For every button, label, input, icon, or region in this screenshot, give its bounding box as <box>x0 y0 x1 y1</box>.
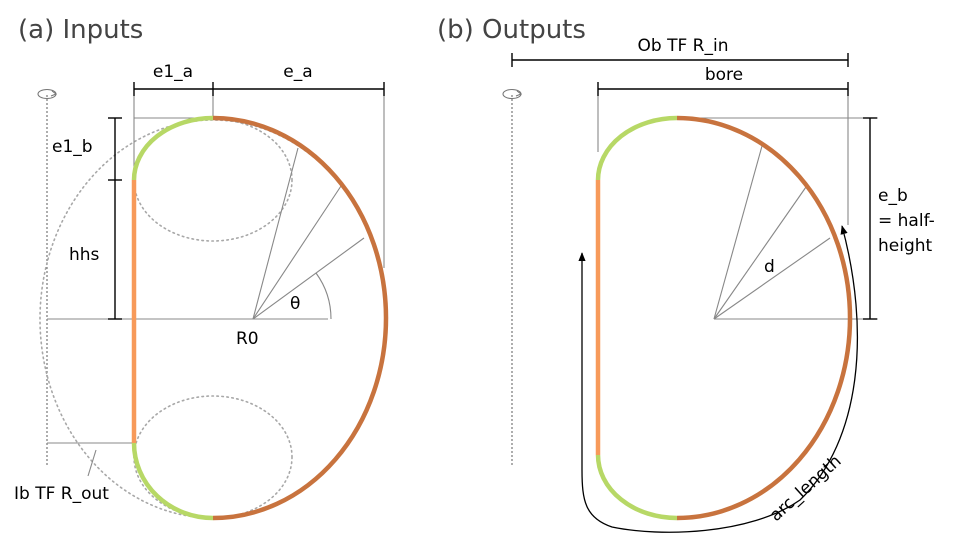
upper-inner-arc <box>131 115 214 181</box>
reference-lines-inputs <box>47 96 385 477</box>
label-ib-tf-r-out: Ib TF R_out <box>14 484 109 504</box>
outer-arc <box>212 115 389 521</box>
coil-shape-inputs <box>131 115 389 521</box>
label-theta: θ <box>290 294 300 314</box>
arc-length-arrow <box>578 225 858 533</box>
outer-arc <box>676 115 853 521</box>
label-arc-length: arc_length <box>766 451 846 525</box>
label-e-b-line1: e_b <box>878 186 908 206</box>
label-hhs: hhs <box>69 245 100 265</box>
label-ob-tf-r-in: Ob TF R_in <box>638 36 729 56</box>
lower-inner-ellipse <box>133 395 293 519</box>
rotation-arrow-icon <box>502 88 522 100</box>
lower-inner-arc <box>595 454 678 521</box>
panel-inputs: (a) Inputs <box>14 15 389 521</box>
rotation-axis-outputs <box>502 88 523 466</box>
label-bore: bore <box>705 65 743 85</box>
rotation-arrow-icon <box>37 88 57 100</box>
panel-inputs-title: (a) Inputs <box>18 15 143 45</box>
panel-outputs-title: (b) Outputs <box>437 15 586 45</box>
panel-outputs: (b) Outputs <box>437 15 935 533</box>
label-d: d <box>764 257 775 277</box>
label-e-b-line2: = half- <box>878 211 935 231</box>
label-e1-b: e1_b <box>52 137 93 157</box>
coil-shape-outputs <box>595 115 853 521</box>
lower-inner-arc <box>131 442 214 521</box>
label-e-b-line3: height <box>878 236 933 256</box>
label-r0: R0 <box>236 329 259 349</box>
label-e1-a: e1_a <box>153 62 193 82</box>
rotation-axis-inputs <box>37 88 58 466</box>
label-e-a: e_a <box>283 62 312 82</box>
dimension-lines-outputs <box>511 53 877 320</box>
upper-inner-arc <box>595 115 678 181</box>
dimension-lines-inputs <box>108 82 385 320</box>
